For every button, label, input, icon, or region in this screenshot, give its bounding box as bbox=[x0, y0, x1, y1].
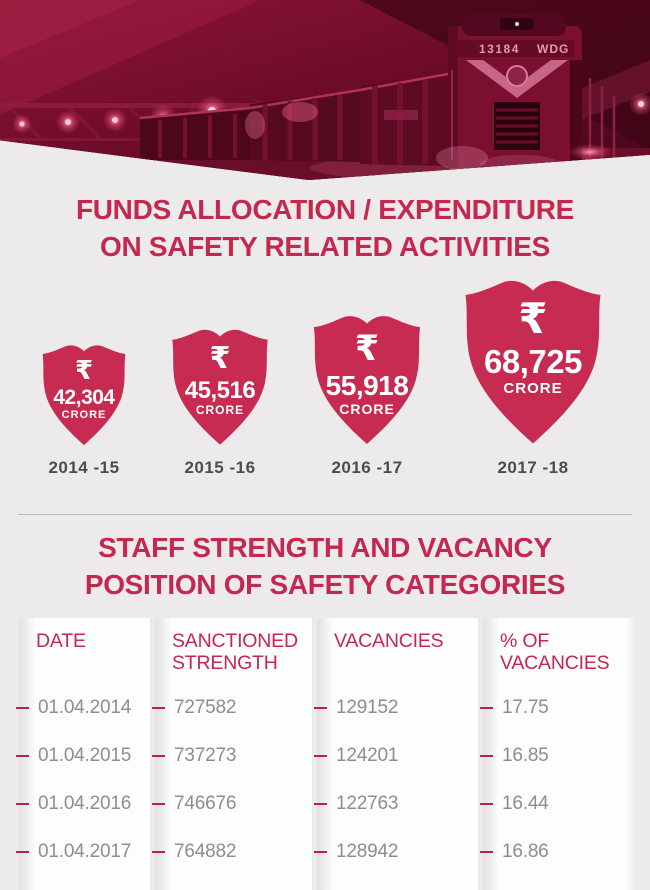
staff-vacancy-table: DATE 01.04.2014 01.04.2015 01.04.2016 01… bbox=[16, 618, 634, 890]
badge-year-label: 2014 -15 bbox=[48, 457, 120, 477]
dash-icon bbox=[314, 851, 327, 853]
cell-value: 129152 bbox=[336, 697, 399, 718]
cell-value: 124201 bbox=[336, 745, 399, 766]
loco-class-text: WDG bbox=[537, 42, 569, 56]
table-column-sanctioned-strength: SANCTIONED STRENGTH 727582 737273 746676… bbox=[152, 618, 312, 890]
cell-value: 01.04.2016 bbox=[38, 793, 132, 814]
badge-unit: CRORE bbox=[503, 379, 563, 397]
table-cell: 01.04.2016 bbox=[16, 780, 150, 828]
rupee-icon: ₹ bbox=[354, 329, 380, 370]
badge-unit: CRORE bbox=[61, 409, 107, 422]
table-cell: 17.75 bbox=[480, 684, 634, 732]
badge-year-label: 2015 -16 bbox=[184, 457, 256, 477]
badge-amount: 55,918 bbox=[325, 370, 409, 402]
cell-value: 122763 bbox=[336, 793, 399, 814]
shield-badge: ₹ 42,304 CRORE bbox=[38, 343, 130, 448]
cell-value: 01.04.2015 bbox=[38, 745, 132, 766]
badge-amount: 42,304 bbox=[53, 386, 115, 410]
column-header: % OF VACANCIES bbox=[500, 630, 610, 674]
shield-icon bbox=[313, 316, 421, 445]
table-cell: 01.04.2017 bbox=[16, 828, 150, 876]
funds-badges-row: ₹ 42,304 CRORE 2014 -15 ₹ 45,516 CRORE 2… bbox=[0, 280, 650, 478]
column-header: SANCTIONED STRENGTH bbox=[172, 630, 298, 674]
funds-title-line1: FUNDS ALLOCATION / EXPENDITURE bbox=[75, 194, 575, 225]
table-cell: 124201 bbox=[314, 732, 478, 780]
table-cell: 737273 bbox=[152, 732, 312, 780]
rupee-icon: ₹ bbox=[74, 356, 94, 387]
staff-section-title: STAFF STRENGTH AND VACANCY POSITION OF S… bbox=[10, 530, 640, 604]
cell-value: 16.44 bbox=[502, 793, 549, 814]
dash-icon bbox=[314, 755, 327, 757]
table-cell: 16.85 bbox=[480, 732, 634, 780]
section-divider bbox=[18, 513, 632, 515]
shield-badge: ₹ 68,725 CRORE bbox=[458, 277, 608, 448]
cell-value: 16.86 bbox=[502, 841, 549, 862]
dash-icon bbox=[152, 707, 165, 709]
cell-value: 746676 bbox=[174, 793, 237, 814]
dash-icon bbox=[152, 851, 165, 853]
dash-icon bbox=[480, 851, 493, 853]
table-cell: 16.44 bbox=[480, 780, 634, 828]
cell-value: 16.85 bbox=[502, 745, 549, 766]
train-illustration: 13184 WDG bbox=[0, 0, 650, 180]
dash-icon bbox=[314, 803, 327, 805]
shield-badge: ₹ 55,918 CRORE bbox=[308, 313, 426, 448]
dash-icon bbox=[152, 755, 165, 757]
table-cell: 16.86 bbox=[480, 828, 634, 876]
table-cell: 128942 bbox=[314, 828, 478, 876]
cell-value: 01.04.2017 bbox=[38, 841, 132, 862]
funds-badge-2014-15: ₹ 42,304 CRORE 2014 -15 bbox=[38, 343, 130, 478]
dash-icon bbox=[480, 803, 493, 805]
shield-icon bbox=[172, 329, 268, 445]
table-cell: 746676 bbox=[152, 780, 312, 828]
funds-title-line2: ON SAFETY RELATED ACTIVITIES bbox=[99, 230, 550, 262]
dash-icon bbox=[480, 755, 493, 757]
cell-value: 764882 bbox=[174, 841, 237, 862]
dash-icon bbox=[16, 851, 29, 853]
table-cell: 01.04.2014 bbox=[16, 684, 150, 732]
badge-amount: 68,725 bbox=[484, 342, 582, 380]
badge-unit: CRORE bbox=[195, 403, 245, 418]
dash-icon bbox=[16, 803, 29, 805]
table-cell: 122763 bbox=[314, 780, 478, 828]
rupee-icon: ₹ bbox=[518, 293, 548, 343]
cell-value: 128942 bbox=[336, 841, 399, 862]
column-header: VACANCIES bbox=[334, 630, 444, 652]
locomotive-front: 13184 WDG bbox=[448, 14, 616, 168]
cell-value: 727582 bbox=[174, 697, 237, 718]
funds-badge-2016-17: ₹ 55,918 CRORE 2016 -17 bbox=[308, 313, 426, 478]
table-column-percent-vacancies: % OF VACANCIES 17.75 16.85 16.44 16.86 bbox=[480, 618, 634, 890]
funds-badge-2015-16: ₹ 45,516 CRORE 2015 -16 bbox=[167, 327, 273, 478]
staff-title-line1: STAFF STRENGTH AND VACANCY bbox=[98, 531, 552, 563]
dash-icon bbox=[314, 707, 327, 709]
table-cell: 764882 bbox=[152, 828, 312, 876]
dash-icon bbox=[480, 707, 493, 709]
shield-icon bbox=[42, 345, 126, 446]
badge-year-label: 2016 -17 bbox=[331, 457, 403, 477]
loco-number-text: 13184 bbox=[479, 42, 520, 56]
cell-value: 01.04.2014 bbox=[38, 697, 132, 718]
dash-icon bbox=[16, 755, 29, 757]
staff-title-line2: POSITION OF SAFETY CATEGORIES bbox=[84, 568, 566, 600]
rupee-icon: ₹ bbox=[209, 341, 231, 377]
shield-badge: ₹ 45,516 CRORE bbox=[167, 327, 273, 448]
funds-section-title: FUNDS ALLOCATION / EXPENDITURE ON SAFETY… bbox=[10, 192, 640, 266]
table-column-date: DATE 01.04.2014 01.04.2015 01.04.2016 01… bbox=[16, 618, 150, 890]
badge-year-label: 2017 -18 bbox=[497, 457, 569, 477]
dash-icon bbox=[16, 707, 29, 709]
badge-unit: CRORE bbox=[339, 400, 395, 417]
shield-icon bbox=[465, 280, 601, 444]
funds-badge-2017-18: ₹ 68,725 CRORE 2017 -18 bbox=[458, 277, 608, 478]
table-cell: 727582 bbox=[152, 684, 312, 732]
cell-value: 737273 bbox=[174, 745, 237, 766]
dash-icon bbox=[152, 803, 165, 805]
badge-amount: 45,516 bbox=[184, 377, 256, 405]
table-cell: 01.04.2015 bbox=[16, 732, 150, 780]
cell-value: 17.75 bbox=[502, 697, 549, 718]
table-column-vacancies: VACANCIES 129152 124201 122763 128942 bbox=[314, 618, 478, 890]
column-header: DATE bbox=[36, 630, 86, 652]
hero-train-image: 13184 WDG bbox=[0, 0, 650, 180]
table-cell: 129152 bbox=[314, 684, 478, 732]
